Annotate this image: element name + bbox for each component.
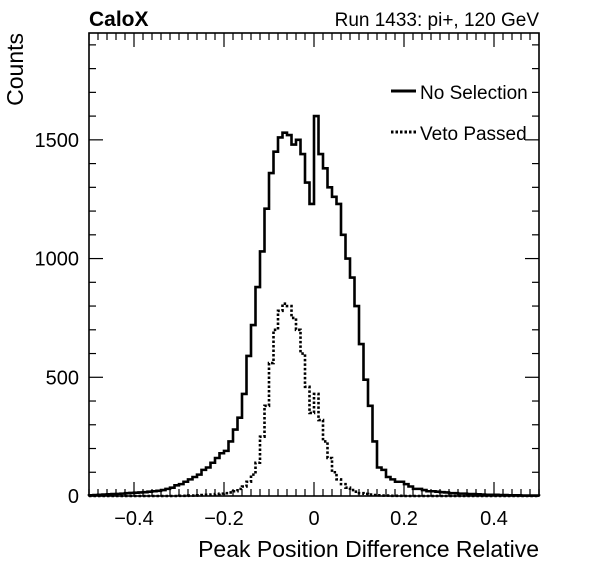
x-axis-label: Peak Position Difference Relative [198, 536, 539, 562]
legend: No Selection Veto Passed [391, 83, 528, 145]
y-tick-label: 1000 [35, 249, 80, 271]
x-tick-label: 0 [308, 508, 319, 530]
x-tick-label: 0.2 [390, 508, 418, 530]
y-tick-label: 500 [46, 367, 79, 389]
y-axis-label: Counts [2, 33, 28, 106]
histogram-series-layer [87, 114, 541, 498]
x-tick-labels: −0.4 −0.2 0 0.2 0.4 [114, 508, 508, 530]
x-tick-label: −0.4 [114, 508, 153, 530]
series-line-veto-passed [89, 302, 539, 498]
series-line-no-selection [87, 114, 541, 497]
chart-left-title: CaloX [89, 8, 149, 31]
y-tick-label: 1500 [35, 130, 80, 152]
x-tick-label: −0.2 [204, 508, 243, 530]
legend-label-no-selection: No Selection [420, 83, 528, 104]
legend-label-veto-passed: Veto Passed [420, 124, 527, 145]
x-tick-label: 0.4 [480, 508, 508, 530]
y-tick-labels: 0 500 1000 1500 [35, 130, 80, 508]
y-tick-label: 0 [68, 486, 79, 508]
plot-frame [88, 32, 540, 497]
chart-run-title: Run 1433: pi+, 120 GeV [335, 10, 540, 31]
